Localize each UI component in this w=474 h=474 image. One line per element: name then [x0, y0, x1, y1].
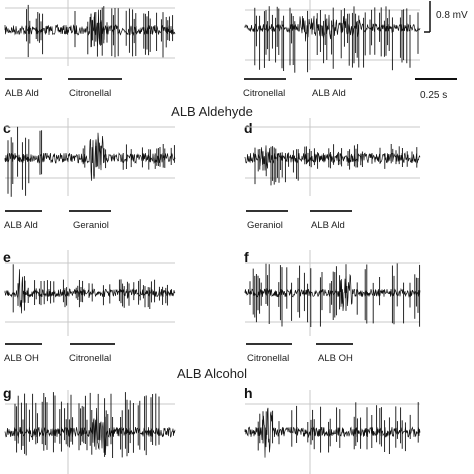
stimulus-label-2: ALB Ald [311, 220, 345, 231]
stimulus-label-1: Geraniol [247, 220, 283, 231]
recording-trace [244, 14, 421, 42]
stimulus-label-2: Citronellal [69, 88, 111, 99]
scale-bars: 0.8 mV 0.25 s [415, 1, 468, 101]
stimulus-label-2: ALB Ald [312, 88, 346, 99]
recording-trace [4, 269, 176, 314]
panel-f-trace [244, 263, 421, 327]
stimulus-label-1: Citronellal [243, 88, 285, 99]
panel-d-trace [244, 144, 421, 186]
panel-g-trace [4, 392, 176, 458]
panel-h-trace [244, 402, 421, 458]
time-scale-label: 0.25 s [420, 90, 447, 101]
panel-f: f Citronellal ALB OH [244, 249, 421, 364]
panel-d: d Geraniol ALB Ald [244, 118, 421, 231]
stimulus-label-1: ALB Ald [5, 88, 39, 99]
stimulus-label-2: Citronellal [69, 353, 111, 364]
panel-g: g [3, 385, 176, 474]
panel-letter: h [244, 385, 253, 401]
panel-b: Citronellal ALB Ald [243, 0, 421, 99]
stimulus-label-1: Citronellal [247, 353, 289, 364]
recording-trace [4, 132, 176, 181]
voltage-scale-label: 0.8 mV [436, 10, 468, 21]
stimulus-label-2: Geraniol [73, 220, 109, 231]
panel-letter: f [244, 249, 249, 265]
panel-letter: d [244, 120, 253, 136]
stimulus-label-1: ALB OH [4, 353, 39, 364]
group-title-aldehyde: ALB Aldehyde [171, 104, 253, 119]
panel-letter: c [3, 120, 11, 136]
recording-trace [4, 9, 176, 47]
panel-a-trace [4, 4, 176, 58]
stimulus-label-2: ALB OH [318, 353, 353, 364]
recording-trace [244, 407, 421, 458]
panel-c-trace [4, 126, 176, 197]
panel-h-grid [245, 390, 420, 474]
panel-b-trace [244, 6, 421, 73]
panel-b-grid [245, 0, 420, 70]
stimulus-label-1: ALB Ald [4, 220, 38, 231]
panel-h: h [244, 385, 421, 474]
panel-a-grid [5, 0, 175, 66]
panel-a: ALB Ald Citronellal [4, 0, 176, 99]
recording-trace [244, 273, 421, 312]
panel-e-trace [4, 264, 176, 314]
panel-letter: g [3, 385, 12, 401]
group-title-alcohol: ALB Alcohol [177, 366, 247, 381]
panel-letter: e [3, 249, 11, 265]
panel-e: e ALB OH Citronellal [3, 249, 176, 364]
panel-c: c ALB Ald Geraniol [3, 118, 176, 231]
